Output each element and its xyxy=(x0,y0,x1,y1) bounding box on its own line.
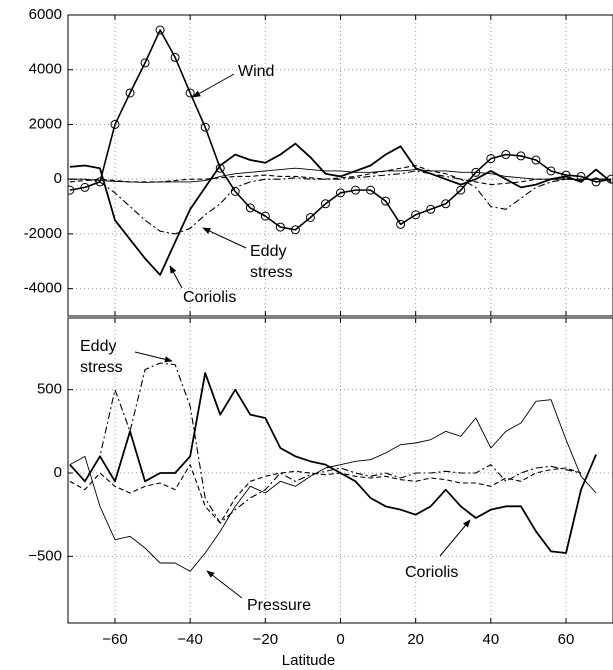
series-line xyxy=(69,399,597,572)
series-group xyxy=(68,25,613,276)
annotation: Eddy stress xyxy=(250,243,293,281)
x-tick-label: −60 xyxy=(102,631,127,648)
annotation-arrow xyxy=(206,570,243,599)
annotation-arrow xyxy=(202,227,247,249)
series-group xyxy=(69,362,597,572)
annotation-line: stress xyxy=(250,264,293,281)
series-marker xyxy=(516,151,526,161)
x-tick-label: 60 xyxy=(558,631,575,648)
y-tick-label: 0 xyxy=(54,170,62,187)
y-tick-label: 0 xyxy=(54,464,62,481)
y-tick-label: -4000 xyxy=(24,280,62,297)
annotation-line: stress xyxy=(80,359,123,376)
series-marker xyxy=(290,225,300,235)
series-marker xyxy=(546,166,556,176)
series-line xyxy=(69,164,612,186)
y-tick-label: −500 xyxy=(28,547,62,564)
series-marker xyxy=(336,188,345,198)
plot-frame xyxy=(67,14,613,317)
series-line xyxy=(69,142,612,276)
annotation-line: Eddy xyxy=(80,338,121,355)
x-tick-label: −20 xyxy=(253,631,278,648)
x-axis-label: Latitude xyxy=(282,652,335,669)
series-line xyxy=(69,372,597,554)
series-marker xyxy=(275,222,285,232)
series-marker xyxy=(531,155,541,165)
series-marker xyxy=(305,212,315,222)
x-tick-label: −40 xyxy=(177,631,202,648)
series-marker xyxy=(501,150,511,160)
series-marker xyxy=(245,203,255,213)
series-marker xyxy=(576,171,586,181)
annotation: Coriolis xyxy=(405,564,458,581)
series-marker xyxy=(260,211,270,221)
series-line xyxy=(69,29,612,231)
annotation: Wind xyxy=(238,63,274,80)
series-marker xyxy=(170,52,180,62)
annotation: Coriolis xyxy=(183,289,236,306)
annotation-arrow xyxy=(192,73,235,98)
annotation: Eddy stress xyxy=(80,338,123,376)
x-tick-label: 40 xyxy=(483,631,500,648)
series-marker xyxy=(396,219,406,229)
annotation: Pressure xyxy=(247,597,311,614)
series-marker xyxy=(486,154,496,164)
annotation-arrow xyxy=(439,519,471,557)
series-marker xyxy=(125,88,135,98)
series-marker xyxy=(68,185,75,195)
series-marker xyxy=(320,199,330,209)
annotation-arrow xyxy=(134,351,173,363)
y-tick-label: 2000 xyxy=(29,115,62,132)
series-marker xyxy=(366,185,376,195)
series-marker xyxy=(441,199,451,209)
series-marker xyxy=(456,185,466,195)
series-marker xyxy=(215,163,225,173)
series-marker xyxy=(140,58,150,68)
series-line xyxy=(69,464,582,524)
series-marker xyxy=(200,122,210,132)
plot-frame xyxy=(67,317,613,624)
series-marker xyxy=(80,182,90,192)
annotation-line: Eddy xyxy=(250,243,291,260)
y-tick-label: -2000 xyxy=(24,225,62,242)
series-line xyxy=(69,170,612,235)
series-marker xyxy=(155,25,165,35)
x-tick-label: 20 xyxy=(407,631,424,648)
x-tick-label: 0 xyxy=(336,631,344,648)
y-tick-label: 4000 xyxy=(29,61,62,78)
series-marker xyxy=(110,119,120,129)
y-tick-label: 6000 xyxy=(29,6,62,23)
annotation-arrow xyxy=(169,265,183,289)
series-marker xyxy=(381,196,391,206)
series-marker xyxy=(426,204,436,214)
series-marker xyxy=(591,177,601,187)
y-tick-label: 500 xyxy=(37,381,62,398)
series-marker xyxy=(351,185,361,195)
series-marker xyxy=(411,210,421,220)
series-line xyxy=(69,362,582,524)
